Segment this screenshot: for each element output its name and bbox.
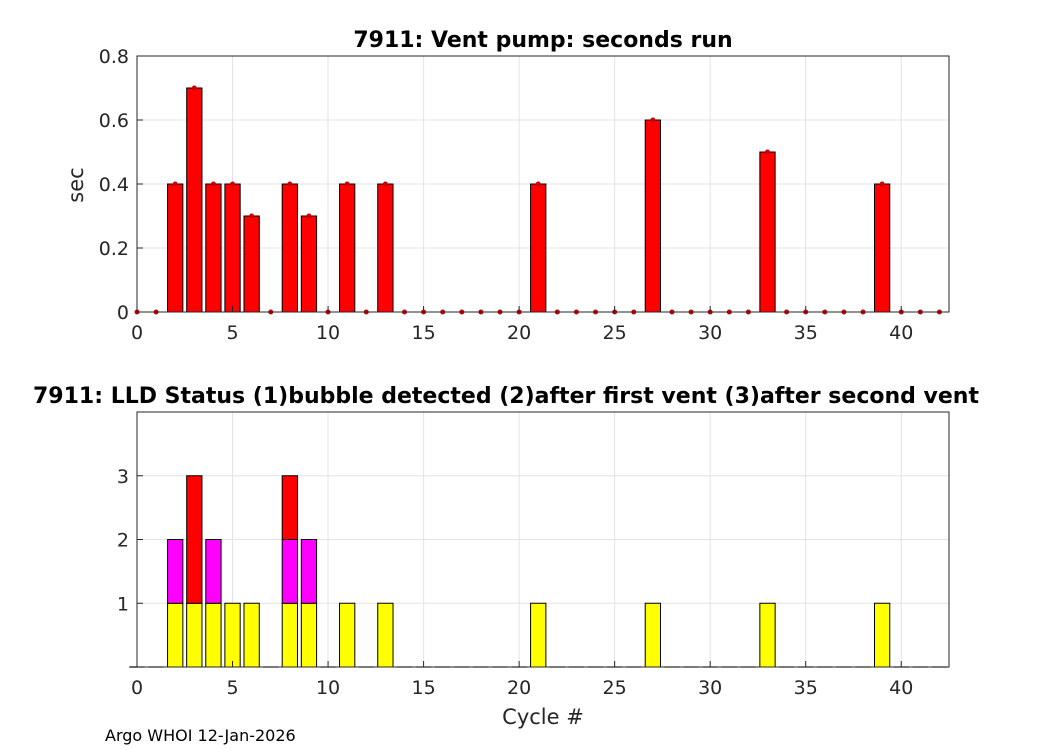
bar (300, 215, 318, 313)
y-tick-label: 0.8 (99, 46, 129, 68)
x-tick-label: 20 (507, 677, 531, 699)
data-point (172, 181, 178, 187)
x-tick-label: 0 (131, 322, 143, 344)
y-tick-label: 0.6 (99, 110, 129, 132)
x-tick-label: 40 (889, 322, 913, 344)
bar-segment (281, 602, 298, 668)
y-tick-label: 3 (117, 466, 129, 488)
bar (205, 183, 222, 313)
data-point (535, 181, 541, 187)
bar-segment (644, 602, 662, 668)
bar (377, 183, 394, 313)
x-tick-label: 40 (889, 677, 913, 699)
bar (339, 183, 356, 313)
footer-credit: Argo WHOI 12-Jan-2026 (105, 726, 296, 745)
y-tick-label: 1 (117, 593, 129, 615)
bar (530, 183, 547, 313)
x-tick-label: 15 (411, 677, 435, 699)
bar (243, 215, 260, 313)
data-point (249, 213, 255, 219)
data-point (382, 181, 388, 187)
x-tick-label: 5 (226, 677, 238, 699)
vent-pump-chart: 7911: Vent pump: seconds run sec 0 5 10 15 2… (64, 28, 950, 344)
x-tick-label: 0 (131, 677, 143, 699)
bar-segment (377, 602, 394, 668)
bar-segment (759, 602, 776, 668)
data-point (306, 213, 312, 219)
x-tick-label: 35 (794, 677, 818, 699)
bar-segment (873, 602, 891, 668)
y-tick-label: 0.4 (99, 174, 129, 196)
y-tick-label: 0 (117, 302, 129, 324)
bar-segment (167, 602, 184, 668)
bar-segment (205, 539, 222, 604)
bar (644, 119, 662, 313)
vent-pump-y-axis-label: sec (64, 167, 88, 202)
bar (167, 183, 184, 313)
bar-segment (300, 602, 318, 668)
bar-segment (205, 602, 222, 668)
bar-segment (339, 602, 356, 668)
bar-segment (243, 602, 260, 668)
bar-segment (167, 539, 184, 604)
x-tick-label: 25 (603, 322, 627, 344)
data-point (210, 181, 216, 187)
x-tick-label: 20 (507, 322, 531, 344)
x-tick-label: 25 (603, 677, 627, 699)
x-tick-label: 10 (316, 677, 340, 699)
lld-status-chart-title: 7911: LLD Status (1)bubble detected (2)a… (33, 384, 979, 409)
data-point (344, 181, 350, 187)
x-tick-label: 5 (226, 322, 238, 344)
data-point (191, 85, 197, 91)
bar (224, 183, 241, 313)
y-tick-label: 2 (117, 530, 129, 552)
bar (759, 151, 776, 313)
bar-segment (300, 539, 318, 604)
vent-pump-chart-title: 7911: Vent pump: seconds run (353, 28, 732, 53)
bar (281, 183, 298, 313)
data-point (287, 181, 293, 187)
bar-segment (281, 475, 298, 540)
y-tick-label: 0.2 (99, 238, 129, 260)
x-tick-label: 30 (698, 677, 722, 699)
bar (873, 183, 891, 313)
lld-status-chart: 7911: LLD Status (1)bubble detected (2)a… (33, 384, 979, 729)
x-tick-label: 10 (316, 322, 340, 344)
bar-segment (281, 539, 298, 604)
lld-status-x-axis-label: Cycle # (502, 705, 584, 729)
x-tick-label: 35 (794, 322, 818, 344)
bar-segment (224, 602, 241, 668)
bar-segment (530, 602, 547, 668)
bar-segment (186, 475, 203, 604)
data-point (230, 181, 236, 187)
bar-segment (186, 602, 203, 668)
data-point (764, 149, 770, 155)
data-point (650, 117, 656, 123)
x-tick-label: 15 (411, 322, 435, 344)
data-point (879, 181, 885, 187)
x-tick-label: 30 (698, 322, 722, 344)
bar (186, 87, 203, 313)
